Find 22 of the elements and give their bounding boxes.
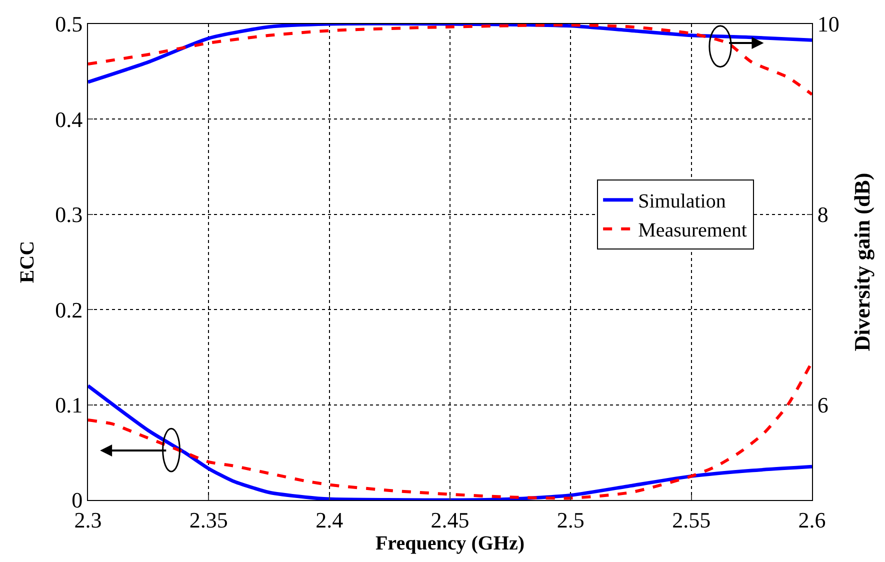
x-tick-label: 2.45 xyxy=(430,507,470,532)
legend-label: Simulation xyxy=(638,190,726,213)
x-axis-title: Frequency (GHz) xyxy=(375,532,525,554)
y2-axis-title: Diversity gain (dB) xyxy=(849,172,874,352)
line-series xyxy=(88,384,812,500)
x-tick-label: 2.4 xyxy=(316,507,344,532)
y-tick-label: 0.2 xyxy=(55,297,83,322)
y2-tick-label: 8 xyxy=(817,202,828,228)
y2-tick-label: 10 xyxy=(817,12,840,37)
line-series xyxy=(88,24,812,84)
line-series xyxy=(88,24,812,96)
y2-tick-label: 6 xyxy=(817,392,828,418)
y-tick-label: 0.3 xyxy=(55,202,83,228)
y-axis-title: ECC xyxy=(16,240,39,284)
x-tick-label: 2.5 xyxy=(556,507,584,532)
x-tick-label: 2.35 xyxy=(189,507,228,532)
y-tick-label: 0.5 xyxy=(55,12,83,37)
y-tick-label: 0.1 xyxy=(55,392,83,418)
legend-label: Measurement xyxy=(638,220,748,242)
y-tick-label: 0.4 xyxy=(55,106,83,132)
x-tick-label: 2.55 xyxy=(672,507,711,532)
x-tick-label: 2.6 xyxy=(798,507,826,532)
